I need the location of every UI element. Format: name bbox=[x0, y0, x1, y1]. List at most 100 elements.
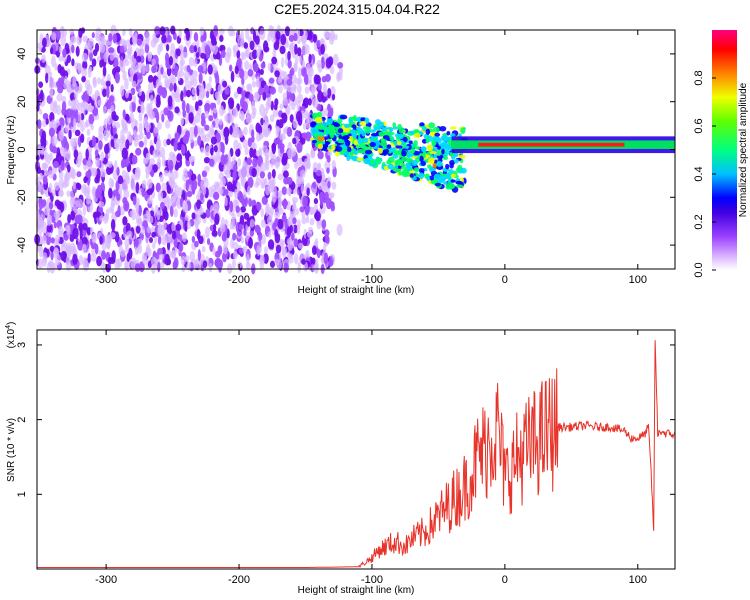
spectrogram-cell bbox=[62, 48, 67, 58]
spectrogram-cell bbox=[146, 130, 151, 140]
spectrogram-cell bbox=[442, 181, 448, 185]
spectrogram-cell bbox=[397, 133, 404, 140]
spectrogram-cell bbox=[48, 127, 55, 137]
spectrogram-cell bbox=[326, 118, 333, 125]
spectrogram-cell bbox=[136, 55, 142, 63]
spectrogram-cell bbox=[240, 30, 244, 42]
spectrogram-cell bbox=[155, 79, 160, 89]
spectrogram-cell bbox=[205, 208, 211, 219]
spectrogram-cell bbox=[37, 42, 44, 50]
spectrogram-cell bbox=[258, 124, 263, 136]
spectrogram-cell bbox=[81, 52, 88, 62]
snr-frame bbox=[36, 329, 676, 570]
spectrogram-cell bbox=[122, 216, 128, 226]
spectrogram-cell bbox=[163, 107, 169, 116]
spectrogram-cell bbox=[110, 83, 114, 93]
spectrogram-cell bbox=[87, 37, 95, 48]
spectrogram-cell bbox=[208, 158, 215, 167]
spectrogram-cell bbox=[184, 220, 188, 232]
spectrogram-cell bbox=[392, 122, 397, 128]
spectrogram-cells bbox=[34, 24, 675, 275]
spectrogram-cell bbox=[94, 176, 99, 184]
spectrogram-cell bbox=[95, 157, 100, 168]
spectrogram-cell bbox=[206, 82, 212, 94]
spectrogram-cell bbox=[382, 135, 390, 140]
spectrogram-cell bbox=[310, 121, 317, 127]
spectrogram-cell bbox=[87, 66, 93, 73]
spectrogram-cell bbox=[288, 34, 295, 42]
spectrogram-cell bbox=[448, 169, 454, 174]
spectrogram-cell bbox=[418, 168, 425, 173]
spectrogram-cell bbox=[124, 259, 130, 271]
spectrogram-cell bbox=[220, 154, 226, 166]
spectrogram-cell bbox=[304, 158, 309, 169]
spectrogram-cell bbox=[386, 144, 392, 149]
spectrogram-cell bbox=[148, 237, 154, 244]
spectrogram-cell bbox=[47, 153, 51, 165]
spectrogram-cell bbox=[298, 242, 304, 249]
spectrogram-cell bbox=[267, 96, 271, 108]
spectrogram-cell bbox=[279, 45, 286, 55]
spectrogram-cell bbox=[282, 170, 289, 178]
spectrogram-cell bbox=[103, 129, 109, 142]
spectrogram-cell bbox=[305, 112, 310, 125]
spectrogram-cell bbox=[258, 87, 264, 96]
spectrogram-cell bbox=[369, 129, 376, 133]
spectrogram-cell bbox=[135, 64, 140, 72]
snr-x-tick-label: -300 bbox=[95, 574, 117, 586]
spectrogram-cell bbox=[337, 62, 344, 69]
spectrogram-cell bbox=[86, 194, 91, 205]
spectrogram-cell bbox=[159, 147, 166, 158]
spectrogram-cell bbox=[197, 249, 201, 262]
spectrogram-cell bbox=[145, 63, 150, 73]
spectrogram-cell bbox=[207, 64, 213, 75]
spectrogram-cell bbox=[278, 118, 284, 129]
spectrogram-cell bbox=[180, 255, 186, 266]
spectrogram-cell bbox=[315, 169, 322, 177]
spectrogram-cell bbox=[393, 150, 401, 156]
spectrogram-cell bbox=[233, 91, 239, 99]
spectrogram-cell bbox=[201, 245, 206, 253]
spectrogram-cell bbox=[398, 171, 404, 176]
colorbar-label: Normalized spectral amplitude bbox=[738, 82, 749, 217]
spectrogram-cell bbox=[310, 127, 317, 134]
spectrogram-cell bbox=[246, 185, 251, 196]
spectrogram-cell bbox=[237, 158, 242, 167]
spectrogram-cell bbox=[197, 173, 201, 182]
spectrogram-cell bbox=[337, 117, 343, 124]
spectrogram-y-tick-label: 20 bbox=[16, 96, 28, 108]
spectrogram-cell bbox=[277, 219, 284, 230]
spectrogram-cell bbox=[124, 78, 129, 90]
spectrogram-cell bbox=[173, 82, 177, 93]
spectrogram-cell bbox=[103, 143, 110, 155]
spectrogram-cell bbox=[167, 198, 171, 211]
spectrogram-cell bbox=[226, 181, 233, 191]
spectrogram-cell bbox=[38, 108, 43, 115]
spectrogram-cell bbox=[295, 208, 299, 216]
spectrogram-cell bbox=[124, 175, 131, 185]
spectrogram-cell bbox=[86, 185, 91, 196]
spectrogram-cell bbox=[74, 62, 81, 70]
spectrogram-cell bbox=[433, 159, 438, 164]
spectrogram-cell bbox=[195, 112, 201, 124]
spectrogram-cell bbox=[338, 67, 343, 75]
spectrogram-cell bbox=[340, 131, 346, 137]
spectrogram-cell bbox=[182, 109, 187, 118]
spectrogram-cell bbox=[224, 196, 228, 207]
spectrogram-cell bbox=[240, 236, 245, 244]
spectrogram-cell bbox=[289, 114, 294, 123]
spectrogram-cell bbox=[252, 148, 257, 160]
spectrogram-cell bbox=[132, 80, 137, 88]
spectrogram-cell bbox=[446, 172, 451, 179]
spectrogram-cell bbox=[138, 122, 143, 134]
spectrogram-cell bbox=[242, 246, 248, 254]
spectrogram-cell bbox=[105, 263, 111, 273]
spectrogram-cell bbox=[279, 103, 284, 110]
spectrogram-cell bbox=[304, 86, 310, 94]
spectrogram-cell bbox=[159, 41, 164, 52]
spectrogram-cell bbox=[37, 258, 44, 269]
spectrogram-cell bbox=[82, 204, 87, 216]
spectrogram-cell bbox=[261, 195, 268, 205]
spectrogram-cell bbox=[325, 57, 332, 69]
spectrogram-cell bbox=[140, 55, 145, 64]
